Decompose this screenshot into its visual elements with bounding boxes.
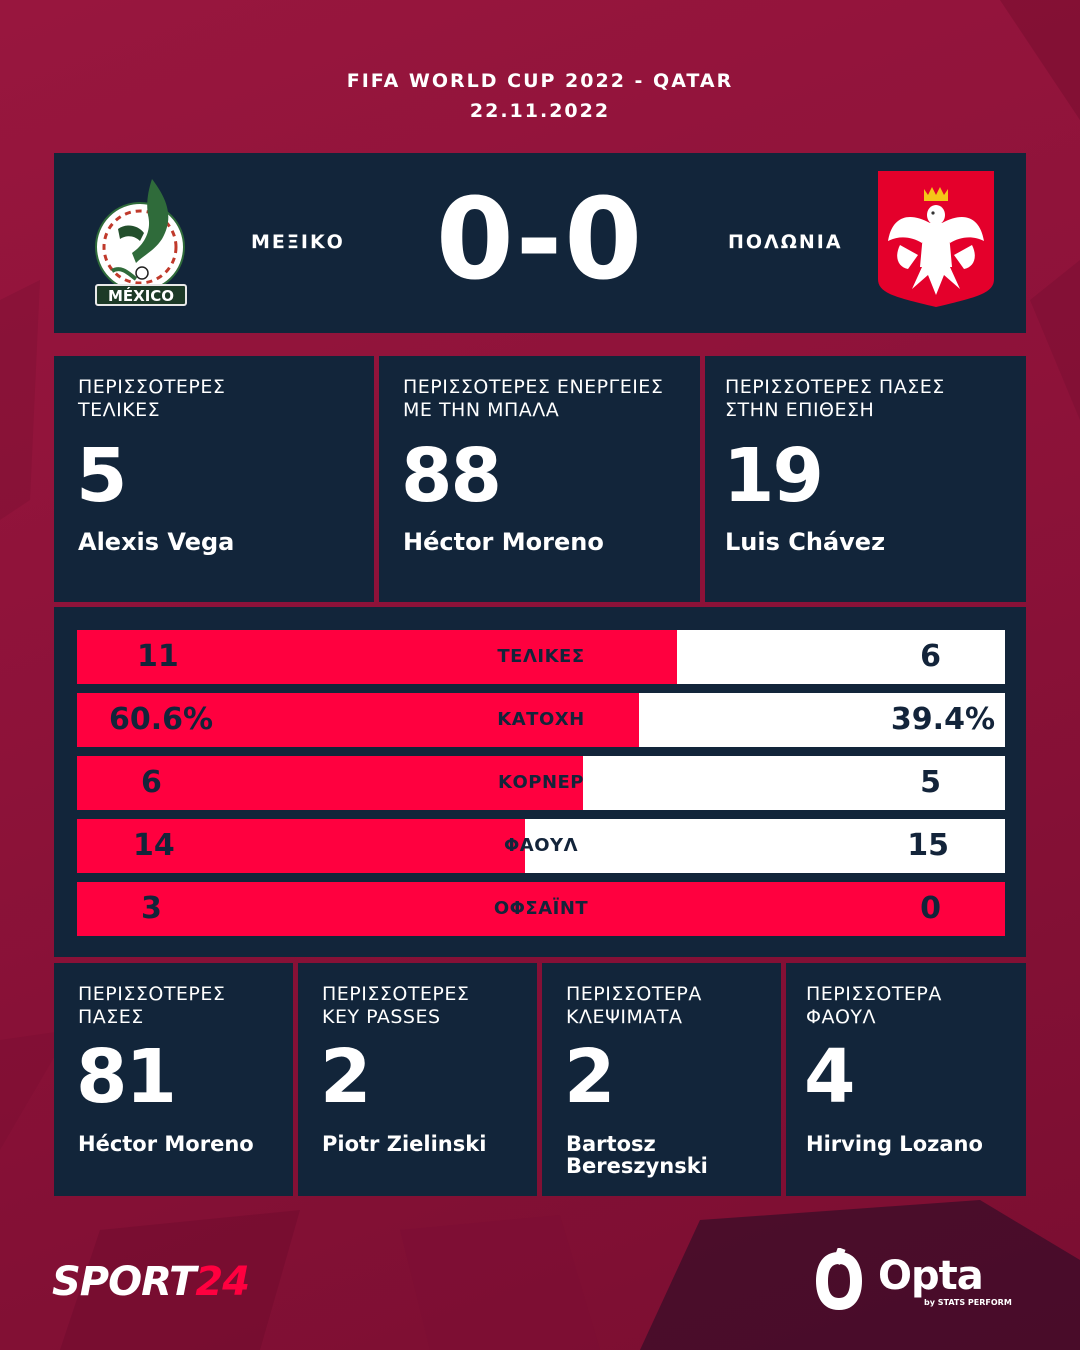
stat-player: Hirving Lozano bbox=[806, 1133, 983, 1155]
stat-name: ΤΕΛΙΚΕΣ bbox=[497, 646, 585, 667]
stat-label-line1: ΠΕΡΙΣΣΟΤΕΡΕΣ ΕΝΕΡΓΕΙΕΣ bbox=[403, 376, 664, 398]
stat-label-line1: ΠΕΡΙΣΣΟΤΕΡΑ bbox=[806, 983, 942, 1005]
stat-player: Luis Chávez bbox=[725, 528, 886, 556]
home-share-bar bbox=[77, 693, 640, 747]
stat-label: ΠΕΡΙΣΣΟΤΕΡΕΣ ΠΑΣΕΣ bbox=[78, 983, 225, 1029]
home-share-bar bbox=[77, 630, 678, 684]
away-team-name: ΠΟΛΩΝΙΑ bbox=[728, 231, 843, 253]
home-team-name: ΜΕΞΙΚΟ bbox=[251, 231, 345, 253]
stat-value: 81 bbox=[76, 1034, 177, 1120]
stat-value: 19 bbox=[723, 433, 824, 519]
stat-value: 2 bbox=[564, 1034, 615, 1120]
stat-name: ΚΟΡΝΕΡ bbox=[498, 772, 584, 793]
comparison-row: 60.6% ΚΑΤΟΧΗ 39.4% bbox=[77, 693, 1005, 747]
bottom-stat-card-4: ΠΕΡΙΣΣΟΤΕΡΑ ΦΑΟΥΛ 4 Hirving Lozano bbox=[786, 963, 1026, 1196]
match-date: 22.11.2022 bbox=[469, 100, 611, 122]
home-value: 3 bbox=[141, 891, 162, 926]
bottom-stat-card-1: ΠΕΡΙΣΣΟΤΕΡΕΣ ΠΑΣΕΣ 81 Héctor Moreno bbox=[54, 963, 293, 1196]
top-stat-card-3: ΠΕΡΙΣΣΟΤΕΡΕΣ ΠΑΣΕΣ ΣΤΗΝ ΕΠΙΘΕΣΗ 19 Luis … bbox=[705, 356, 1026, 602]
stat-label-line2: ΣΤΗΝ ΕΠΙΘΕΣΗ bbox=[725, 399, 875, 421]
stat-value: 88 bbox=[401, 433, 502, 519]
stat-label: ΠΕΡΙΣΣΟΤΕΡΕΣ ΠΑΣΕΣ ΣΤΗΝ ΕΠΙΘΕΣΗ bbox=[725, 376, 945, 422]
opta-o-icon bbox=[816, 1248, 862, 1310]
home-share-bar bbox=[77, 756, 583, 810]
stat-label-line2: ΤΕΛΙΚΕΣ bbox=[78, 399, 161, 421]
stat-player: Piotr Zielinski bbox=[322, 1133, 486, 1155]
home-value: 60.6% bbox=[109, 702, 214, 737]
stat-value: 4 bbox=[804, 1034, 855, 1120]
comparison-panel: 11 ΤΕΛΙΚΕΣ 6 60.6% ΚΑΤΟΧΗ 39.4% 6 ΚΟΡΝΕΡ… bbox=[54, 607, 1026, 957]
stat-player-line1: Bartosz bbox=[566, 1132, 656, 1156]
stat-label: ΠΕΡΙΣΣΟΤΕΡΕΣ ΕΝΕΡΓΕΙΕΣ ΜΕ ΤΗΝ ΜΠΑΛΑ bbox=[403, 376, 663, 422]
stat-player: Alexis Vega bbox=[78, 528, 235, 556]
home-value: 11 bbox=[137, 639, 179, 674]
top-stat-card-2: ΠΕΡΙΣΣΟΤΕΡΕΣ ΕΝΕΡΓΕΙΕΣ ΜΕ ΤΗΝ ΜΠΑΛΑ 88 H… bbox=[379, 356, 700, 602]
away-value: 39.4% bbox=[890, 702, 995, 737]
bottom-stat-card-3: ΠΕΡΙΣΣΟΤΕΡΑ ΚΛΕΨΙΜΑΤΑ 2 Bartosz Bereszyn… bbox=[542, 963, 781, 1196]
stat-player: Héctor Moreno bbox=[78, 1133, 254, 1155]
match-score: 0-0 bbox=[435, 175, 645, 305]
stat-name: ΚΑΤΟΧΗ bbox=[497, 709, 585, 730]
competition-title: FIFA WORLD CUP 2022 - QATAR bbox=[346, 70, 734, 92]
stat-label-line2: ΜΕ ΤΗΝ ΜΠΑΛΑ bbox=[403, 399, 560, 421]
top-stat-card-1: ΠΕΡΙΣΣΟΤΕΡΕΣ ΤΕΛΙΚΕΣ 5 Alexis Vega bbox=[54, 356, 374, 602]
stat-label: ΠΕΡΙΣΣΟΤΕΡΕΣ KEY PASSES bbox=[322, 983, 469, 1029]
sport24-logo-part2: 24 bbox=[195, 1259, 250, 1305]
away-value: 5 bbox=[920, 765, 941, 800]
home-value: 14 bbox=[133, 828, 175, 863]
away-value: 0 bbox=[920, 891, 941, 926]
opta-logo: Opta by STATS PERFORM bbox=[812, 1248, 1012, 1316]
home-share-bar bbox=[77, 819, 526, 873]
stat-label: ΠΕΡΙΣΣΟΤΕΡΕΣ ΤΕΛΙΚΕΣ bbox=[78, 376, 225, 422]
stat-label: ΠΕΡΙΣΣΟΤΕΡΑ ΚΛΕΨΙΜΑΤΑ bbox=[566, 983, 702, 1029]
stat-player-line1: Héctor Moreno bbox=[78, 1132, 254, 1156]
stat-label-line1: ΠΕΡΙΣΣΟΤΕΡΕΣ bbox=[78, 983, 226, 1005]
score-panel: MÉXICO ΜΕΞΙΚΟ 0-0 ΠΟΛΩΝΙΑ bbox=[54, 153, 1026, 333]
stat-label-line1: ΠΕΡΙΣΣΟΤΕΡΕΣ ΠΑΣΕΣ bbox=[725, 376, 945, 398]
stat-label-line1: ΠΕΡΙΣΣΟΤΕΡΑ bbox=[566, 983, 702, 1005]
comparison-row: 11 ΤΕΛΙΚΕΣ 6 bbox=[77, 630, 1005, 684]
comparison-row: 14 ΦΑΟΥΛ 15 bbox=[77, 819, 1005, 873]
stat-name: ΦΑΟΥΛ bbox=[504, 835, 578, 856]
stat-value: 5 bbox=[76, 433, 127, 519]
away-value: 15 bbox=[907, 828, 949, 863]
stat-player-line2: Bereszynski bbox=[566, 1154, 708, 1178]
sport24-logo: SPORT24 bbox=[52, 1259, 250, 1305]
stat-value: 2 bbox=[320, 1034, 371, 1120]
stat-label: ΠΕΡΙΣΣΟΤΕΡΑ ΦΑΟΥΛ bbox=[806, 983, 942, 1029]
stat-label-line2: ΠΑΣΕΣ bbox=[78, 1006, 144, 1028]
match-header: FIFA WORLD CUP 2022 - QATAR 22.11.2022 bbox=[0, 66, 1080, 126]
opta-wordmark: Opta bbox=[878, 1253, 984, 1299]
mexico-crest-text: MÉXICO bbox=[108, 286, 174, 305]
away-value: 6 bbox=[920, 639, 941, 674]
stat-player-line1: Hirving Lozano bbox=[806, 1132, 983, 1156]
bottom-stat-card-2: ΠΕΡΙΣΣΟΤΕΡΕΣ KEY PASSES 2 Piotr Zielinsk… bbox=[298, 963, 537, 1196]
stat-label-line2: KEY PASSES bbox=[322, 1006, 441, 1028]
home-value: 6 bbox=[141, 765, 162, 800]
mexico-crest-icon: MÉXICO bbox=[95, 179, 187, 306]
home-share-bar bbox=[77, 882, 1005, 936]
stat-player-line1: Piotr Zielinski bbox=[322, 1132, 487, 1156]
stat-name: ΟΦΣΑΪΝΤ bbox=[493, 898, 589, 919]
opta-subtitle: by STATS PERFORM bbox=[924, 1298, 1012, 1307]
stat-label-line1: ΠΕΡΙΣΣΟΤΕΡΕΣ bbox=[322, 983, 470, 1005]
stat-label-line1: ΠΕΡΙΣΣΟΤΕΡΕΣ bbox=[78, 376, 226, 398]
poland-eagle-icon bbox=[878, 171, 994, 307]
comparison-row: 6 ΚΟΡΝΕΡ 5 bbox=[77, 756, 1005, 810]
comparison-row: 3 ΟΦΣΑΪΝΤ 0 bbox=[77, 882, 1005, 936]
sport24-logo-part1: SPORT bbox=[52, 1259, 196, 1305]
stat-player: Héctor Moreno bbox=[403, 528, 604, 556]
stat-label-line2: ΦΑΟΥΛ bbox=[806, 1006, 877, 1028]
stat-label-line2: ΚΛΕΨΙΜΑΤΑ bbox=[566, 1006, 683, 1028]
stat-player: Bartosz Bereszynski bbox=[566, 1133, 708, 1177]
